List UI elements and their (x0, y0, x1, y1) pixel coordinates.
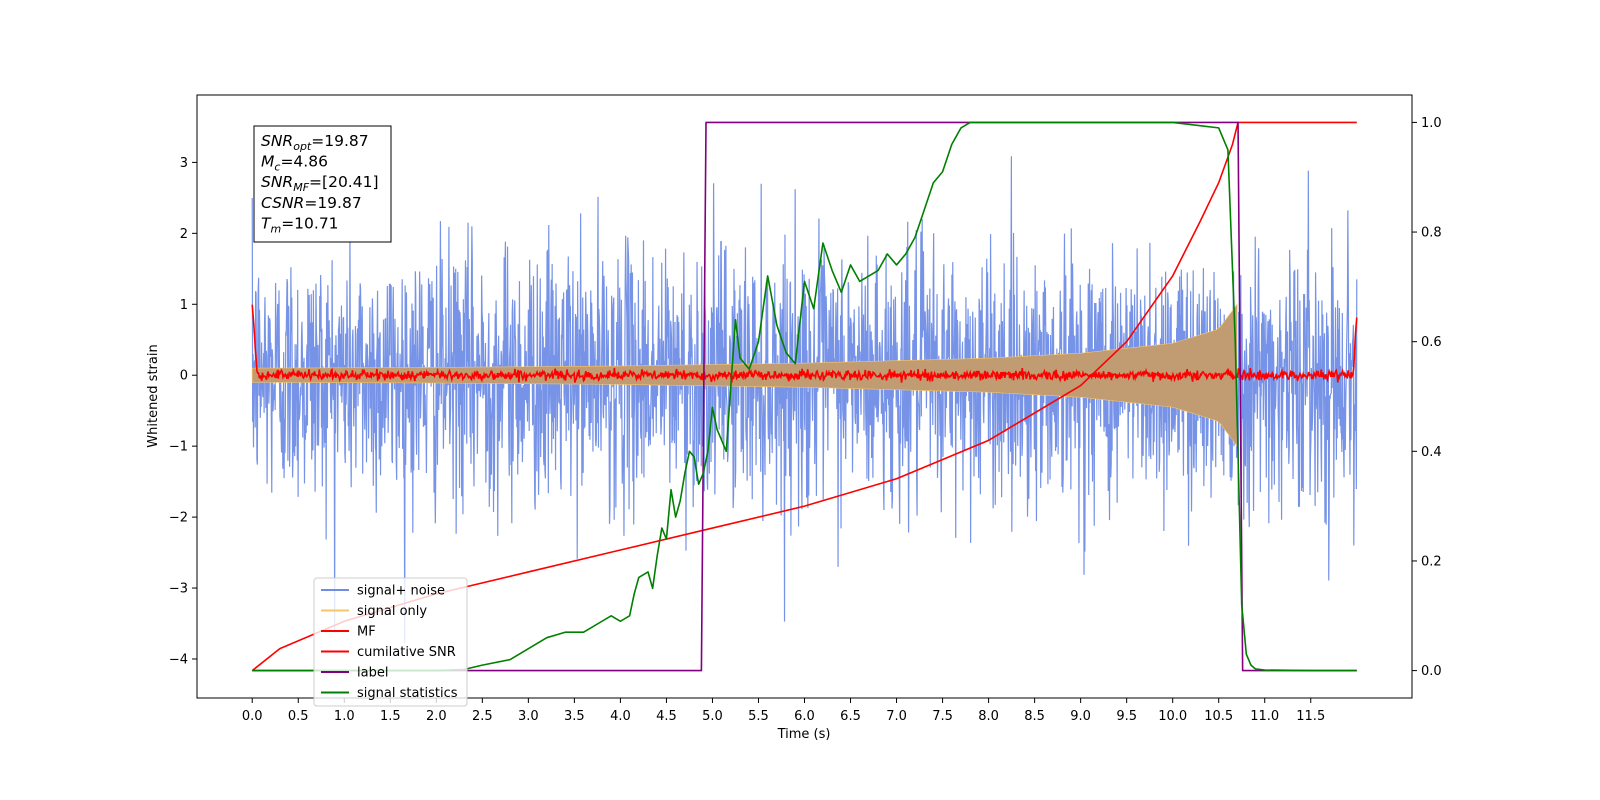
y2-tick-label: 0.8 (1421, 226, 1442, 241)
y-tick-label: 2 (180, 227, 188, 242)
series-signal-statistics (252, 121, 1357, 672)
x-tick-label: 0.0 (242, 709, 263, 724)
y-tick-label: −3 (169, 582, 188, 597)
x-tick-label: 2.5 (472, 709, 493, 724)
legend: signal+ noise signal only MF cumilative SNR… (313, 577, 468, 707)
y2-tick-label: 0.0 (1421, 664, 1442, 679)
y-tick-label: 3 (180, 156, 188, 171)
x-tick-label: 10.5 (1204, 709, 1233, 724)
x-tick-label: 11.5 (1296, 709, 1325, 724)
x-tick-label: 8.5 (1024, 709, 1045, 724)
x-tick-label: 0.5 (288, 709, 309, 724)
x-tick-label: 6.0 (794, 709, 815, 724)
y-tick-label: −2 (169, 511, 188, 526)
info-line: SNRMF=[20.41] (261, 173, 379, 194)
info-box: SNRopt=19.87Mc=4.86SNRMF=[20.41]CSNR=19.… (253, 125, 392, 243)
legend-label: MF (357, 625, 376, 640)
y-tick-label: 1 (180, 298, 188, 313)
info-line: SNRopt=19.87 (261, 132, 369, 153)
y2-tick-label: 0.2 (1421, 554, 1442, 569)
info-line: Mc=4.86 (261, 153, 328, 174)
x-tick-label: 6.5 (840, 709, 861, 724)
legend-frame (313, 577, 468, 707)
x-tick-label: 10.0 (1158, 709, 1187, 724)
x-tick-label: 3.5 (564, 709, 585, 724)
x-tick-label: 11.0 (1250, 709, 1279, 724)
series-mf (251, 304, 1358, 384)
x-tick-label: 4.5 (656, 709, 677, 724)
legend-label: cumilative SNR (357, 645, 456, 660)
x-tick-label: 2.0 (426, 709, 447, 724)
x-axis-label: Time (s) (777, 727, 831, 742)
x-tick-label: 1.5 (380, 709, 401, 724)
y-tick-label: −4 (169, 652, 188, 667)
info-box-frame (253, 125, 392, 243)
y2-tick-label: 0.4 (1421, 445, 1442, 460)
x-tick-label: 5.0 (702, 709, 723, 724)
y-tick-label: 0 (180, 369, 188, 384)
y-tick-label: −1 (169, 440, 188, 455)
info-line: CSNR=19.87 (261, 194, 362, 212)
x-tick-label: 7.5 (932, 709, 953, 724)
x-tick-label: 8.0 (978, 709, 999, 724)
y2-tick-label: 1.0 (1421, 116, 1442, 131)
x-tick-label: 5.5 (748, 709, 769, 724)
x-tick-label: 1.0 (334, 709, 355, 724)
legend-label: signal+ noise (357, 584, 445, 599)
x-tick-label: 7.0 (886, 709, 907, 724)
legend-label: label (357, 666, 388, 681)
legend-label: signal statistics (357, 686, 458, 701)
info-line: Tm=10.71 (261, 214, 339, 235)
legend-label: signal only (357, 604, 427, 619)
x-tick-label: 9.0 (1070, 709, 1091, 724)
y2-tick-label: 0.6 (1421, 335, 1442, 350)
x-tick-label: 4.0 (610, 709, 631, 724)
x-tick-label: 3.0 (518, 709, 539, 724)
x-tick-label: 9.5 (1116, 709, 1137, 724)
y-axis-label: Whitened strain (146, 344, 161, 447)
